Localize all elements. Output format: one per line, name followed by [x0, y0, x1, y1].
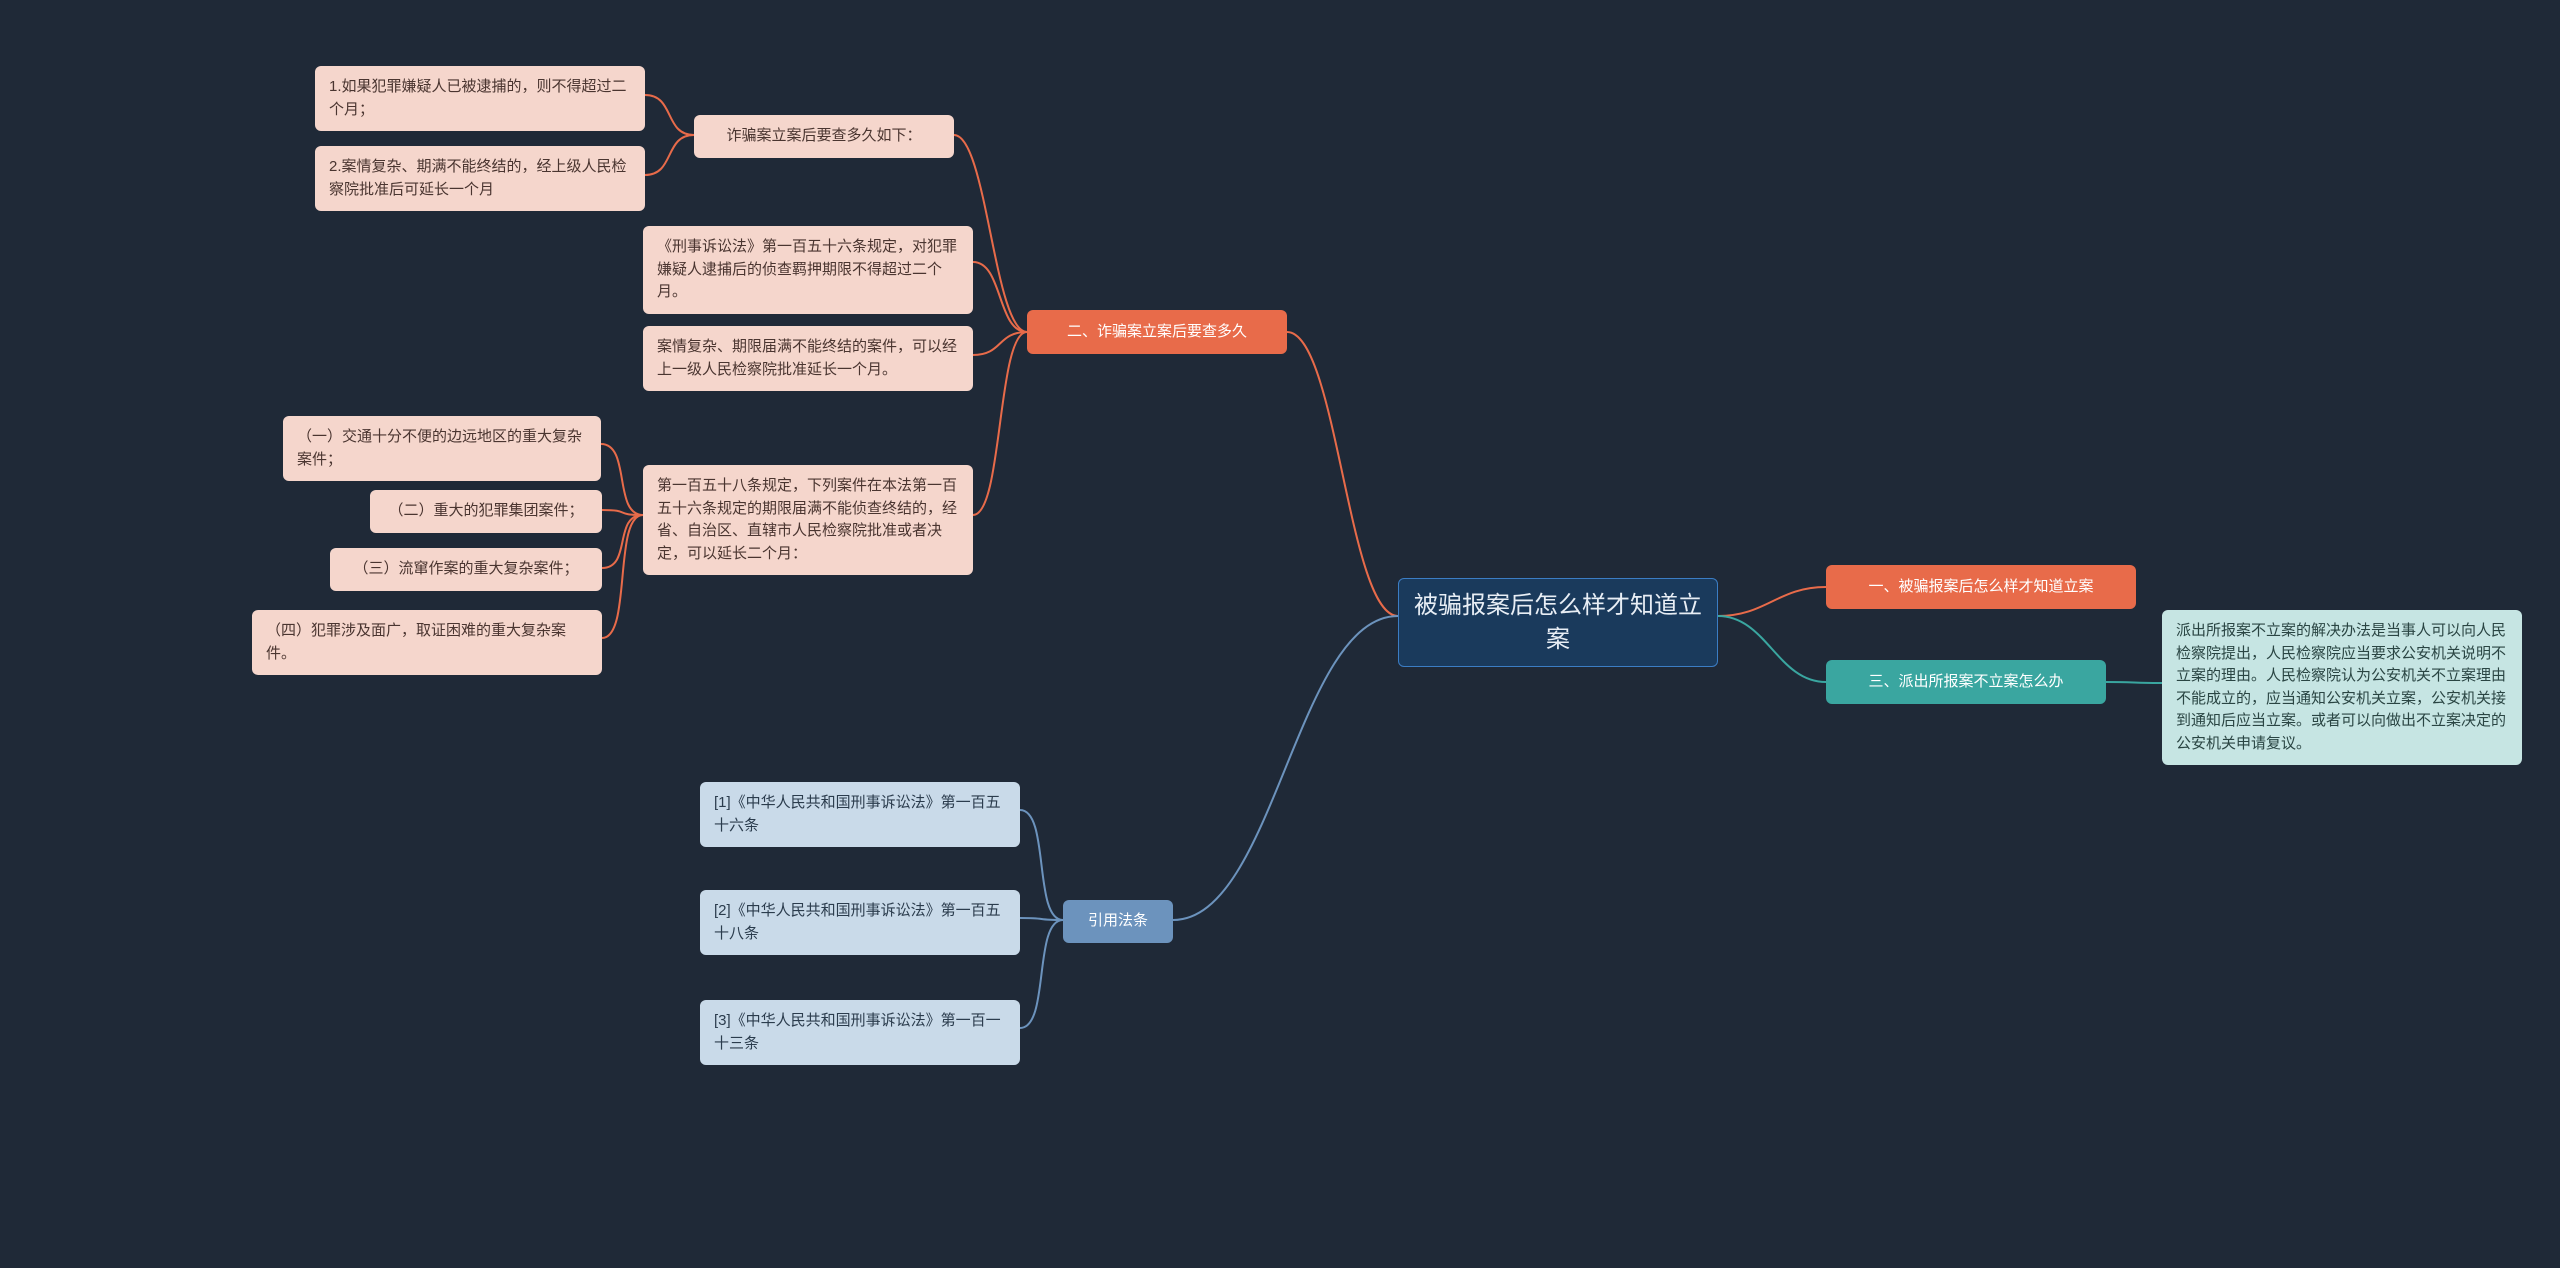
mindmap-edge: [1020, 920, 1063, 1028]
mindmap-edge: [973, 332, 1027, 355]
mindmap-edge: [645, 135, 694, 175]
mindmap-node-l1d3[interactable]: （三）流窜作案的重大复杂案件；: [330, 548, 602, 591]
mindmap-node-l1a2[interactable]: 2.案情复杂、期满不能终结的，经上级人民检察院批准后可延长一个月: [315, 146, 645, 211]
mindmap-edge: [2106, 682, 2162, 683]
mindmap-edge: [602, 515, 643, 568]
mindmap-edge: [1718, 616, 1826, 682]
mindmap-edge: [973, 262, 1027, 332]
mindmap-node-l1d1[interactable]: （一）交通十分不便的边远地区的重大复杂案件；: [283, 416, 601, 481]
mindmap-node-l1b[interactable]: 《刑事诉讼法》第一百五十六条规定，对犯罪嫌疑人逮捕后的侦查羁押期限不得超过二个月…: [643, 226, 973, 314]
mindmap-node-root[interactable]: 被骗报案后怎么样才知道立案: [1398, 578, 1718, 667]
mindmap-node-l1c[interactable]: 案情复杂、期限届满不能终结的案件，可以经上一级人民检察院批准延长一个月。: [643, 326, 973, 391]
mindmap-node-l1[interactable]: 二、诈骗案立案后要查多久: [1027, 310, 1287, 354]
mindmap-node-l2[interactable]: 引用法条: [1063, 900, 1173, 943]
mindmap-edge: [645, 95, 694, 135]
mindmap-node-l1a1[interactable]: 1.如果犯罪嫌疑人已被逮捕的，则不得超过二个月；: [315, 66, 645, 131]
mindmap-edge: [1173, 616, 1398, 920]
mindmap-edge: [1020, 918, 1063, 920]
mindmap-edge: [602, 510, 643, 515]
mindmap-node-r1[interactable]: 一、被骗报案后怎么样才知道立案: [1826, 565, 2136, 609]
mindmap-node-l1d[interactable]: 第一百五十八条规定，下列案件在本法第一百五十六条规定的期限届满不能侦查终结的，经…: [643, 465, 973, 575]
mindmap-node-r2[interactable]: 三、派出所报案不立案怎么办: [1826, 660, 2106, 704]
mindmap-node-l2b[interactable]: [2]《中华人民共和国刑事诉讼法》第一百五十八条: [700, 890, 1020, 955]
mindmap-edge: [1020, 810, 1063, 920]
mindmap-node-l1d4[interactable]: （四）犯罪涉及面广，取证困难的重大复杂案件。: [252, 610, 602, 675]
mindmap-edge: [973, 332, 1027, 515]
mindmap-node-r2a[interactable]: 派出所报案不立案的解决办法是当事人可以向人民检察院提出，人民检察院应当要求公安机…: [2162, 610, 2522, 765]
mindmap-node-l2c[interactable]: [3]《中华人民共和国刑事诉讼法》第一百一十三条: [700, 1000, 1020, 1065]
mindmap-edge: [601, 444, 643, 515]
mindmap-node-l1d2[interactable]: （二）重大的犯罪集团案件；: [370, 490, 602, 533]
mindmap-edge: [602, 515, 643, 638]
mindmap-node-l1a[interactable]: 诈骗案立案后要查多久如下：: [694, 115, 954, 158]
mindmap-edge: [1718, 587, 1826, 616]
mindmap-edge: [1287, 332, 1398, 616]
mindmap-node-l2a[interactable]: [1]《中华人民共和国刑事诉讼法》第一百五十六条: [700, 782, 1020, 847]
